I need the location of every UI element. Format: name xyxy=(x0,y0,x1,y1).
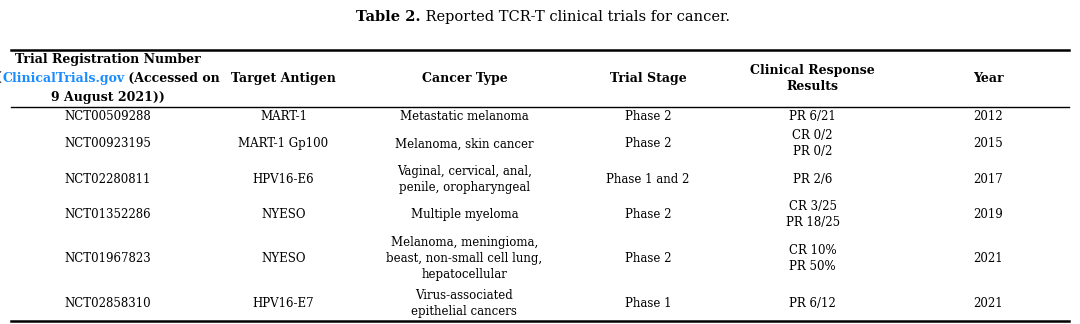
Text: Clinical Response
Results: Clinical Response Results xyxy=(751,64,875,93)
Text: Phase 2: Phase 2 xyxy=(624,137,672,150)
Text: HPV16-E7: HPV16-E7 xyxy=(253,296,314,309)
Text: Multiple myeloma: Multiple myeloma xyxy=(410,208,518,221)
Text: PR 6/21: PR 6/21 xyxy=(789,110,836,123)
Text: 2015: 2015 xyxy=(973,137,1003,150)
Text: 9 August 2021)): 9 August 2021)) xyxy=(51,91,165,104)
Text: Phase 1 and 2: Phase 1 and 2 xyxy=(606,173,690,186)
Text: 2021: 2021 xyxy=(973,252,1003,265)
Text: Phase 2: Phase 2 xyxy=(624,208,672,221)
Text: Trial Stage: Trial Stage xyxy=(609,72,687,85)
Text: Melanoma, meningioma,
beast, non-small cell lung,
hepatocellular: Melanoma, meningioma, beast, non-small c… xyxy=(387,237,542,281)
Text: 2012: 2012 xyxy=(973,110,1003,123)
Text: Metastatic melanoma: Metastatic melanoma xyxy=(400,110,529,123)
Text: HPV16-E6: HPV16-E6 xyxy=(253,173,314,186)
Text: (: ( xyxy=(0,72,2,85)
Text: Phase 2: Phase 2 xyxy=(624,252,672,265)
Text: 2019: 2019 xyxy=(973,208,1003,221)
Text: PR 2/6: PR 2/6 xyxy=(793,173,833,186)
Text: Table 2.: Table 2. xyxy=(356,10,421,24)
Text: Target Antigen: Target Antigen xyxy=(231,72,336,85)
Text: NCT01967823: NCT01967823 xyxy=(65,252,151,265)
Text: CR 3/25
PR 18/25: CR 3/25 PR 18/25 xyxy=(785,200,840,229)
Text: Virus-associated
epithelial cancers: Virus-associated epithelial cancers xyxy=(411,289,517,318)
Text: Trial Registration Number: Trial Registration Number xyxy=(15,52,201,65)
Text: 2017: 2017 xyxy=(973,173,1003,186)
Text: NYESO: NYESO xyxy=(261,252,306,265)
Text: Phase 2: Phase 2 xyxy=(624,110,672,123)
Text: Year: Year xyxy=(973,72,1003,85)
Text: 2021: 2021 xyxy=(973,296,1003,309)
Text: NCT02858310: NCT02858310 xyxy=(65,296,151,309)
Text: NCT01352286: NCT01352286 xyxy=(65,208,151,221)
Text: PR 6/12: PR 6/12 xyxy=(789,296,836,309)
Text: CR 10%
PR 50%: CR 10% PR 50% xyxy=(788,244,837,273)
Text: NCT00923195: NCT00923195 xyxy=(65,137,151,150)
Text: CR 0/2
PR 0/2: CR 0/2 PR 0/2 xyxy=(793,129,833,158)
Text: Vaginal, cervical, anal,
penile, oropharyngeal: Vaginal, cervical, anal, penile, orophar… xyxy=(397,165,531,194)
Text: MART-1: MART-1 xyxy=(260,110,307,123)
Text: NCT02280811: NCT02280811 xyxy=(65,173,151,186)
Text: NCT00509288: NCT00509288 xyxy=(65,110,151,123)
Text: Cancer Type: Cancer Type xyxy=(421,72,508,85)
Text: Melanoma, skin cancer: Melanoma, skin cancer xyxy=(395,137,534,150)
Text: (Accessed on: (Accessed on xyxy=(124,72,220,85)
Text: NYESO: NYESO xyxy=(261,208,306,221)
Text: MART-1 Gp100: MART-1 Gp100 xyxy=(239,137,328,150)
Text: ClinicalTrials.gov: ClinicalTrials.gov xyxy=(2,72,124,85)
Text: Reported TCR-T clinical trials for cancer.: Reported TCR-T clinical trials for cance… xyxy=(421,10,730,24)
Text: Phase 1: Phase 1 xyxy=(624,296,672,309)
